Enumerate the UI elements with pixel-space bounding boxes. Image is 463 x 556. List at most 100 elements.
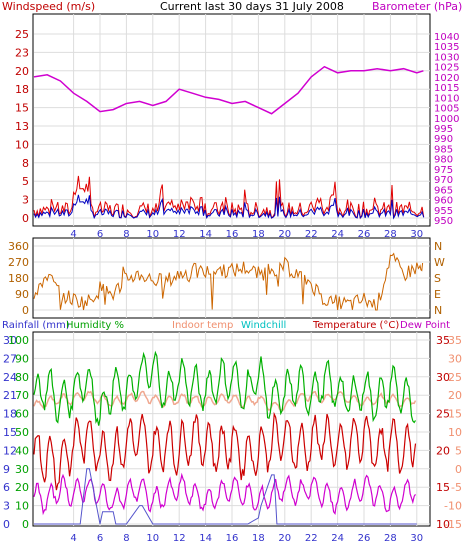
barometer-tick-label: 1005 [434,104,459,115]
day-tick-label: 22 [305,533,318,544]
barometer-tick-label: 970 [434,175,453,186]
day-tick-label: 26 [358,229,371,240]
barometer-tick-label: 1040 [434,32,459,43]
windchill-tick-label: 35 [448,334,462,347]
temperature-line [33,411,417,491]
wind-gust-line [33,175,425,220]
barometer-tick-label: 1010 [434,93,459,104]
barometer-tick-label: 1015 [434,83,459,94]
barometer-tick-label: 965 [434,185,453,196]
day-tick-label: 12 [173,229,186,240]
direction-tick-label: 0 [22,304,29,317]
barometer-tick-label: 975 [434,165,453,176]
wind-tick-label: 10 [15,138,29,151]
chart-title: Current last 30 days 31 July 2008 [160,0,344,13]
direction-tick-label: 270 [8,256,29,269]
barometer-tick-label: 1025 [434,63,459,74]
day-tick-label: 30 [410,229,423,240]
windchill-tick-label: -10 [444,500,462,513]
windchill-tick-label: 10 [448,426,462,439]
day-tick-label: 4 [70,229,76,240]
windchill-tick-label: 25 [448,371,462,384]
humidity-tick-label: 70 [15,389,29,402]
barometer-tick-label: 950 [434,216,453,227]
day-tick-label: 4 [70,533,76,544]
day-tick-label: 8 [123,229,129,240]
barometer-tick-label: 1000 [434,114,459,125]
day-tick-label: 26 [358,533,371,544]
humidity-line [33,350,417,426]
rainfall-line [34,468,417,525]
barometer-tick-label: 960 [434,196,453,207]
direction-tick-label: 360 [8,240,29,253]
day-tick-label: 18 [252,533,265,544]
chart-labels: 2523201815131085301040103510301025102010… [3,28,462,544]
wind-tick-label: 5 [22,175,29,188]
wind-tick-label: 15 [15,102,29,115]
humidity-tick-label: 50 [15,426,29,439]
humidity-tick-label: 40 [15,444,29,457]
windchill-tick-label: -5 [451,481,462,494]
temperature-tick-label: 30 [436,371,450,384]
humidity-tick-label: 10 [15,500,29,513]
rainfall-tick-label: 12 [3,444,17,457]
legend-humidity: Humidity % [66,320,125,331]
humidity-tick-label: 0 [22,518,29,531]
barometer-tick-label: 955 [434,206,453,217]
barometer-tick-label: 1030 [434,52,459,63]
rainfall-tick-label: 9 [3,463,10,476]
humidity-tick-label: 80 [15,371,29,384]
rainfall-tick-label: 6 [3,481,10,494]
humidity-tick-label: 60 [15,408,29,421]
windchill-tick-label: 15 [448,408,462,421]
barometer-tick-label: 1020 [434,73,459,84]
rainfall-tick-label: 15 [3,426,17,439]
day-tick-label: 20 [278,229,291,240]
day-tick-label: 30 [410,533,423,544]
wind-tick-label: 18 [15,83,29,96]
windchill-tick-label: 5 [455,444,462,457]
compass-tick-label: E [434,288,441,301]
day-tick-label: 14 [199,533,212,544]
barometer-axis-label: Barometer (hPa) [372,0,463,13]
day-tick-label: 12 [173,533,186,544]
wind-tick-label: 3 [22,194,29,207]
humidity-tick-label: 30 [15,463,29,476]
day-tick-label: 18 [252,229,265,240]
wind-tick-label: 13 [15,120,29,133]
wind-tick-label: 25 [15,28,29,41]
wind-tick-label: 0 [22,212,29,225]
day-tick-label: 24 [331,229,344,240]
rainfall-tick-label: 0 [3,518,10,531]
barometer-tick-label: 1035 [434,42,459,53]
day-tick-label: 10 [146,229,159,240]
temperature-tick-label: 35 [436,334,450,347]
barometer-tick-label: 990 [434,134,453,145]
day-tick-label: 10 [146,533,159,544]
day-tick-label: 20 [278,533,291,544]
chart-series [33,65,425,525]
rainfall-tick-label: 21 [3,389,17,402]
day-tick-label: 24 [331,533,344,544]
temperature-tick-label: 25 [436,408,450,421]
day-tick-label: 6 [97,533,103,544]
barometer-tick-label: 985 [434,144,453,155]
legend-dew-point: Dew Point [400,320,451,331]
wind-tick-label: 23 [15,46,29,59]
indoor-temp-line [33,390,417,412]
temperature-tick-label: 10 [436,518,450,531]
compass-tick-label: S [434,272,441,285]
windchill-tick-label: 20 [448,389,462,402]
legend-indoor-temp: Indoor temp [172,320,234,331]
wind-average-line [33,194,425,220]
rainfall-tick-label: 30 [3,334,17,347]
humidity-tick-label: 20 [15,481,29,494]
windspeed-axis-label: Windspeed (m/s) [2,0,96,13]
day-tick-label: 28 [384,533,397,544]
rainfall-tick-label: 24 [3,371,17,384]
day-tick-label: 14 [199,229,212,240]
compass-tick-label: N [434,240,442,253]
direction-tick-label: 180 [8,272,29,285]
